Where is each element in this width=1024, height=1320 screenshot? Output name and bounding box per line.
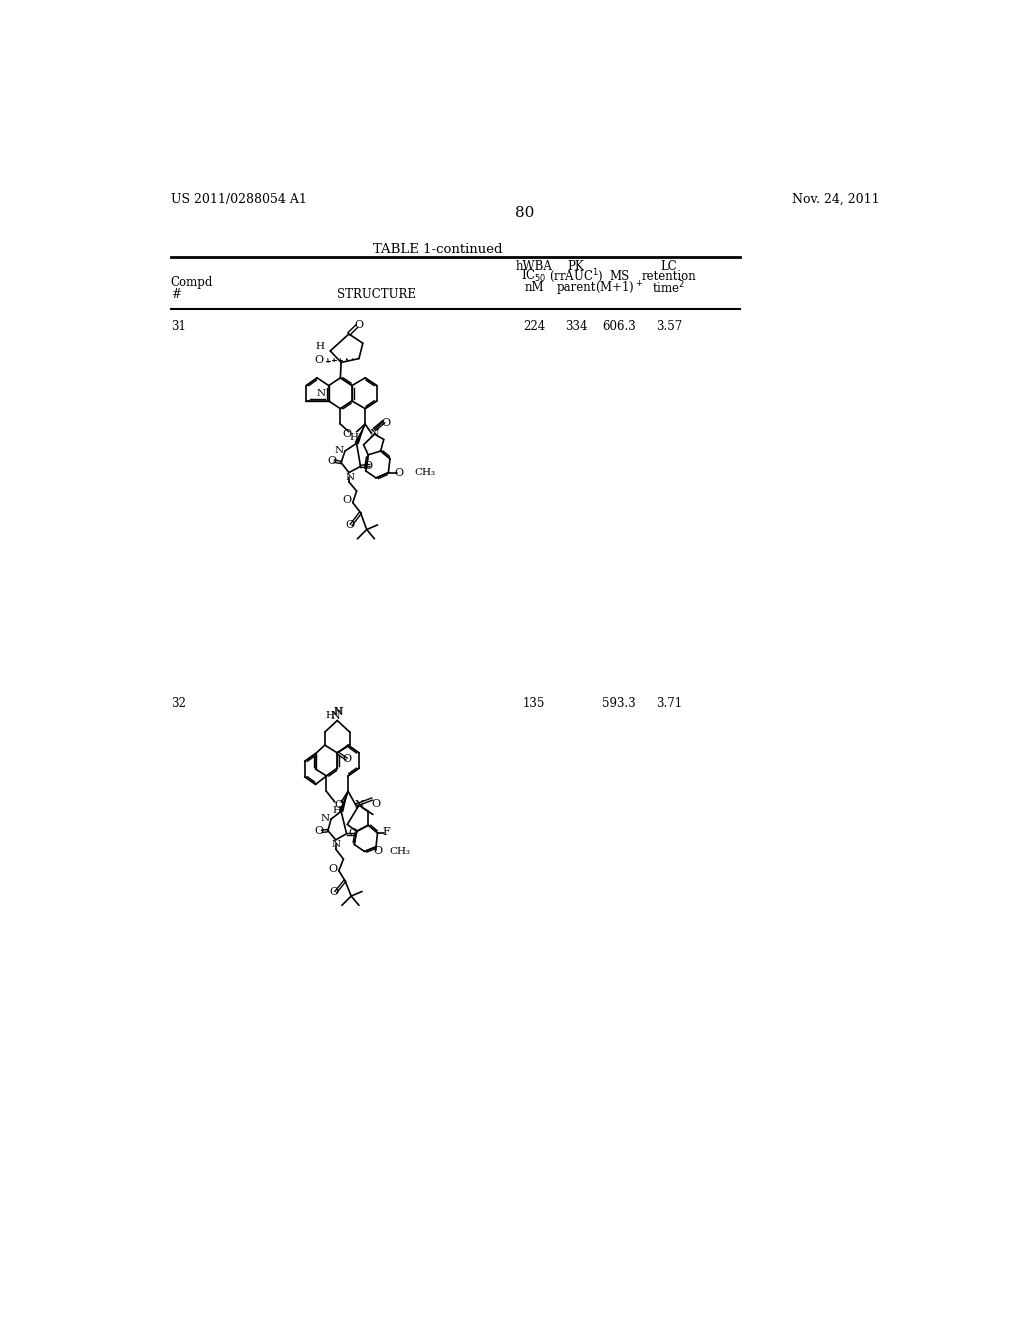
Text: N: N [333, 708, 343, 718]
Text: O: O [342, 429, 351, 440]
Text: O: O [328, 865, 337, 874]
Text: H: H [349, 433, 358, 442]
Text: O: O [354, 321, 364, 330]
Text: IC$_{50}$: IC$_{50}$ [521, 268, 547, 284]
Text: 3.71: 3.71 [656, 697, 682, 710]
Text: O: O [343, 495, 352, 506]
Text: retention: retention [642, 269, 696, 282]
Text: CH₃: CH₃ [415, 469, 436, 477]
Text: O: O [345, 520, 354, 529]
Text: H: H [334, 706, 342, 715]
Text: N: N [331, 711, 341, 721]
Text: PK: PK [567, 260, 585, 273]
Text: N: N [321, 814, 330, 822]
Text: CH₃: CH₃ [389, 847, 411, 855]
Text: N: N [370, 429, 379, 440]
Text: nM: nM [524, 281, 544, 294]
Text: O: O [373, 846, 382, 857]
Text: O: O [382, 417, 390, 428]
Text: US 2011/0288054 A1: US 2011/0288054 A1 [171, 193, 306, 206]
Text: 334: 334 [564, 321, 587, 333]
Text: Nov. 24, 2011: Nov. 24, 2011 [793, 193, 880, 206]
Text: N: N [354, 800, 364, 810]
Text: O: O [328, 455, 337, 466]
Text: LC: LC [660, 260, 677, 273]
Text: O: O [334, 800, 343, 810]
Text: 593.3: 593.3 [602, 697, 636, 710]
Text: hWBA: hWBA [516, 260, 553, 273]
Text: 224: 224 [523, 321, 545, 333]
Text: O: O [330, 887, 339, 898]
Text: O: O [314, 825, 324, 836]
Text: O: O [394, 467, 403, 478]
Polygon shape [339, 792, 348, 812]
Text: 135: 135 [523, 697, 546, 710]
Text: #: # [171, 288, 180, 301]
Text: 3.57: 3.57 [655, 321, 682, 333]
Text: N: N [334, 446, 343, 454]
Text: Compd: Compd [171, 276, 213, 289]
Text: 80: 80 [515, 206, 535, 220]
Text: STRUCTURE: STRUCTURE [337, 288, 416, 301]
Text: 31: 31 [171, 321, 185, 333]
Text: time$^2$: time$^2$ [652, 280, 685, 296]
Text: TABLE 1-continued: TABLE 1-continued [374, 243, 503, 256]
Text: H: H [333, 807, 342, 814]
Text: N: N [316, 389, 326, 397]
Text: (M+1)$^+$: (M+1)$^+$ [595, 280, 643, 296]
Text: parent: parent [556, 281, 596, 294]
Text: H: H [315, 342, 325, 351]
Text: H: H [325, 711, 334, 721]
Text: 32: 32 [171, 697, 185, 710]
Text: F: F [382, 828, 390, 837]
Text: 606.3: 606.3 [602, 321, 636, 333]
Polygon shape [354, 424, 366, 445]
Text: N: N [345, 473, 354, 482]
Text: O: O [343, 754, 352, 764]
Text: MS: MS [609, 269, 630, 282]
Text: O: O [372, 799, 381, 809]
Text: O: O [348, 828, 357, 838]
Text: (rrAUC$^1$): (rrAUC$^1$) [549, 268, 603, 285]
Text: O: O [314, 355, 324, 366]
Text: O: O [364, 461, 373, 471]
Text: N: N [332, 840, 341, 849]
